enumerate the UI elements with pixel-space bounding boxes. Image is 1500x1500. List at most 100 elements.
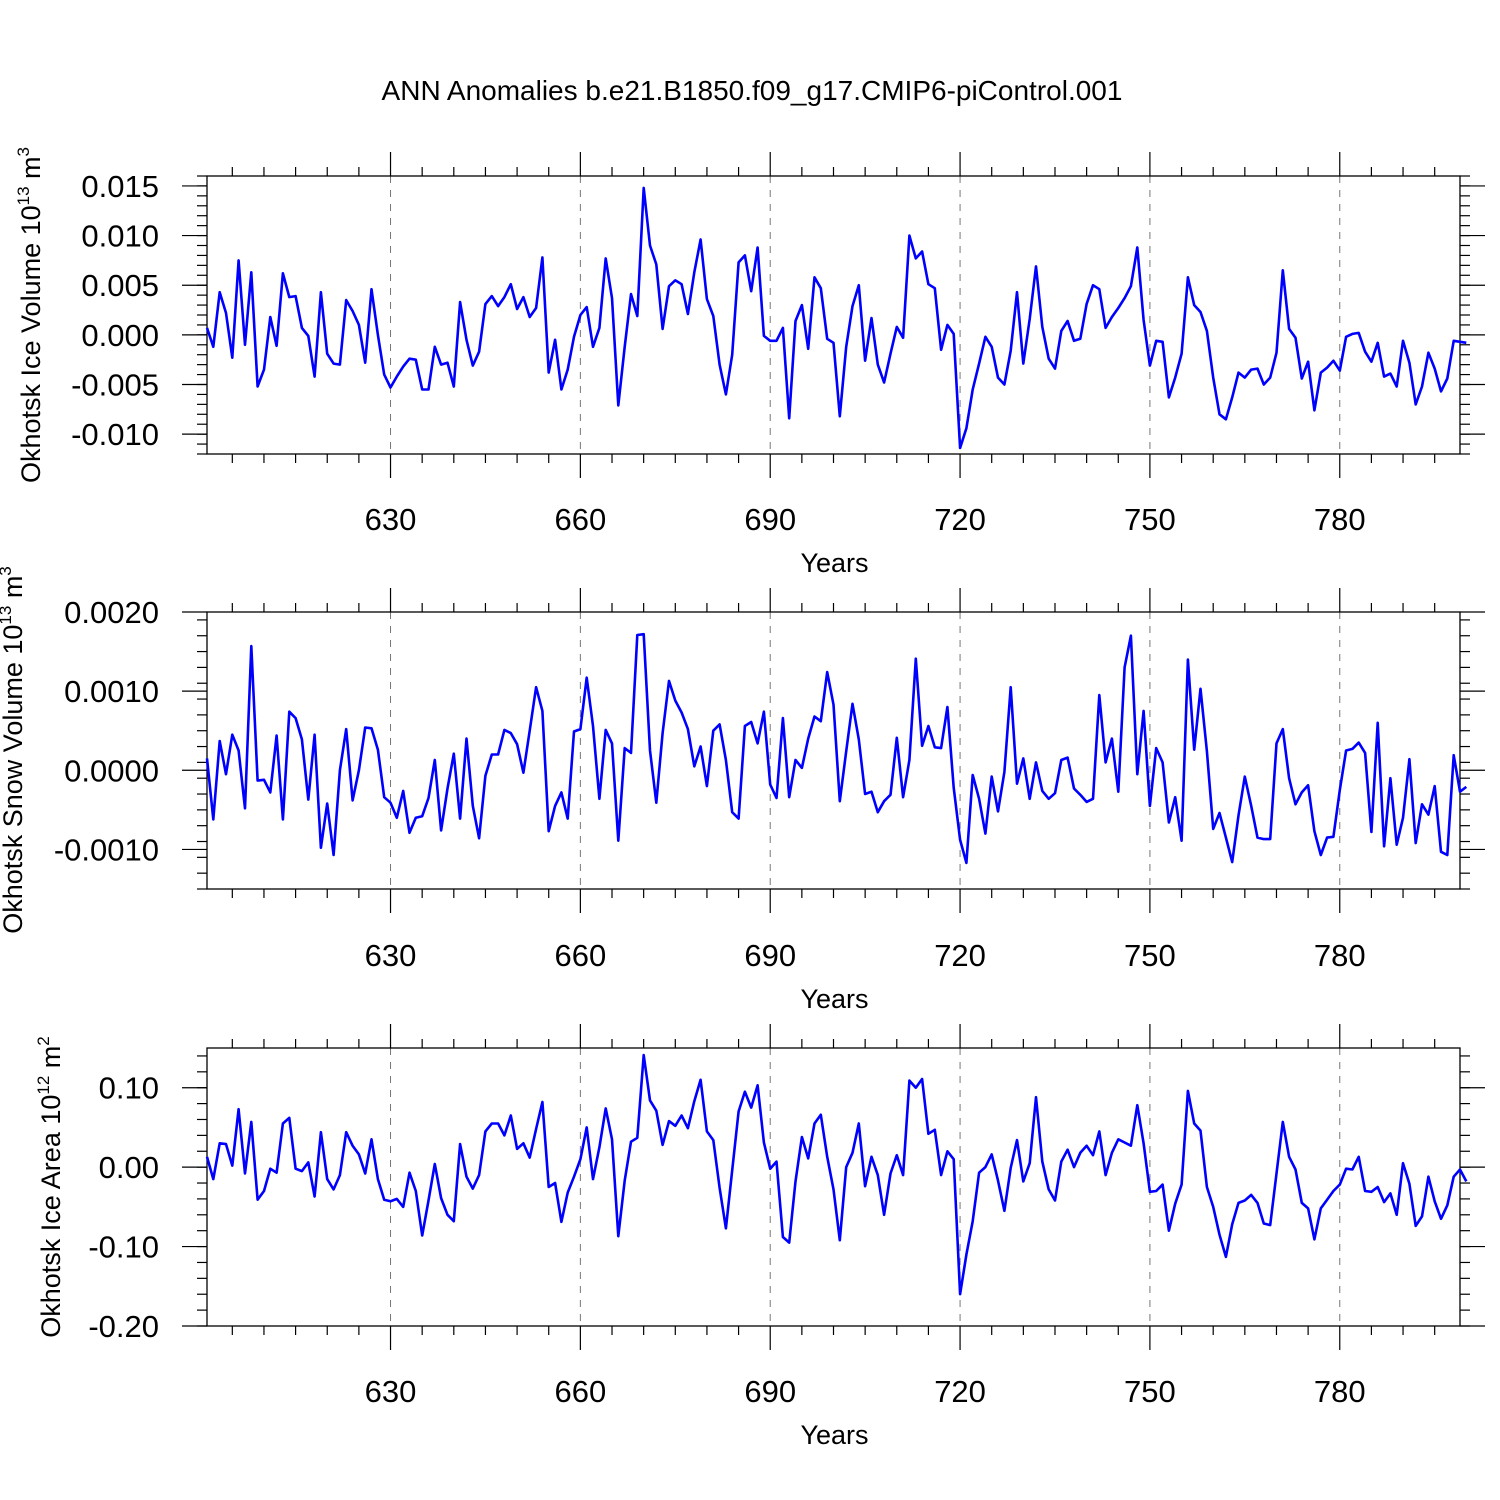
data-point (661, 327, 665, 331)
data-point (1161, 1183, 1165, 1187)
data-point (686, 312, 690, 316)
data-point (1021, 1179, 1025, 1183)
data-point (528, 315, 532, 319)
data-point (534, 306, 538, 310)
data-point (553, 804, 557, 808)
data-point (705, 784, 709, 788)
data-point (275, 344, 279, 348)
data-point (249, 644, 253, 648)
data-point (1104, 326, 1108, 330)
data-point (914, 1086, 918, 1090)
data-point (1420, 1214, 1424, 1218)
data-point (433, 1162, 437, 1166)
data-point (566, 817, 570, 821)
data-point (1458, 790, 1462, 794)
data-point (490, 752, 494, 756)
data-point (325, 802, 329, 806)
data-point (1319, 853, 1323, 857)
data-point (616, 403, 620, 407)
data-point (1028, 317, 1032, 321)
data-point (1439, 389, 1443, 393)
data-point (458, 817, 462, 821)
data-point (1167, 821, 1171, 825)
data-point (294, 1167, 298, 1171)
data-point (515, 742, 519, 746)
data-point (1319, 371, 1323, 375)
data-point (268, 790, 272, 794)
data-point (357, 768, 361, 772)
data-point (559, 790, 563, 794)
data-point (268, 1167, 272, 1171)
data-point (983, 335, 987, 339)
data-point (939, 1173, 943, 1177)
data-point (1002, 770, 1006, 774)
data-point (958, 1292, 962, 1296)
data-point (376, 1177, 380, 1181)
data-point (1293, 1168, 1297, 1172)
data-point (1148, 364, 1152, 368)
data-point (1205, 329, 1209, 333)
data-point (787, 1241, 791, 1245)
data-point (711, 314, 715, 318)
data-point (1452, 753, 1456, 757)
data-point (1268, 1223, 1272, 1227)
data-point (680, 282, 684, 286)
data-point (464, 1175, 468, 1179)
data-point (376, 748, 380, 752)
y-axis-label-part: Okhotsk Ice Area 10 (36, 1095, 66, 1338)
data-point (768, 1167, 772, 1171)
data-point (1211, 376, 1215, 380)
data-point (1319, 1206, 1323, 1210)
data-point (458, 1142, 462, 1146)
data-point (876, 363, 880, 367)
data-point (692, 1099, 696, 1103)
data-point (344, 1130, 348, 1134)
data-point (1085, 1144, 1089, 1148)
data-point (1350, 1168, 1354, 1172)
data-point (540, 1100, 544, 1104)
data-point (243, 806, 247, 810)
data-point (1325, 836, 1329, 840)
data-point (389, 1199, 393, 1203)
data-point (977, 797, 981, 801)
x-axis-label: Years (800, 984, 868, 1014)
data-point (452, 384, 456, 388)
data-point (844, 749, 848, 753)
data-point (1211, 827, 1215, 831)
data-point (496, 304, 500, 308)
data-point (737, 817, 741, 821)
y-axis-label-superscript: 13 (0, 606, 15, 625)
data-point (888, 1171, 892, 1175)
data-point (408, 831, 412, 835)
data-point (781, 1235, 785, 1239)
data-point (781, 326, 785, 330)
data-point (1192, 303, 1196, 307)
data-point (281, 1121, 285, 1125)
data-point (1287, 1155, 1291, 1159)
series-line (205, 186, 1467, 450)
data-point (832, 341, 836, 345)
data-point (667, 1119, 671, 1123)
data-point (1363, 350, 1367, 354)
data-point (819, 719, 823, 723)
data-point (578, 727, 582, 731)
data-point (895, 1153, 899, 1157)
data-point (983, 1165, 987, 1169)
data-point (1426, 351, 1430, 355)
data-point (249, 1120, 253, 1124)
data-point (300, 1169, 304, 1173)
data-point (439, 363, 443, 367)
data-point (1028, 797, 1032, 801)
data-point (705, 297, 709, 301)
data-point (787, 795, 791, 799)
data-point (1376, 721, 1380, 725)
data-point (1034, 1095, 1038, 1099)
data-point (420, 1233, 424, 1237)
data-point (1243, 376, 1247, 380)
data-point (540, 709, 544, 713)
data-point (1199, 687, 1203, 691)
data-point (616, 839, 620, 843)
data-point (471, 364, 475, 368)
data-point (863, 792, 867, 796)
